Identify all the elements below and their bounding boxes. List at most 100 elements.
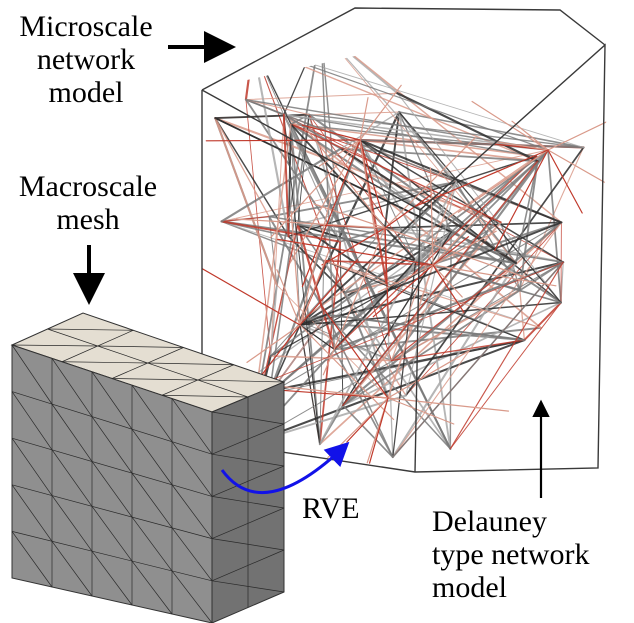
network-fiber <box>320 28 517 264</box>
network-fiber-red <box>384 227 526 278</box>
network-fiber-red <box>299 259 358 326</box>
network-fibers <box>202 28 608 470</box>
network-fiber <box>287 155 538 238</box>
mesh-front-diagonal <box>171 570 213 623</box>
mesh-top-diagonal <box>61 361 148 364</box>
network-fiber-red <box>432 264 465 313</box>
mesh-front-diagonal <box>51 403 93 462</box>
mesh-front-diagonal <box>91 371 133 430</box>
network-fiber <box>214 117 452 233</box>
delaunay-label-line-1: Delauney <box>432 505 547 538</box>
network-fiber-red <box>432 264 463 298</box>
network-fiber <box>299 221 563 326</box>
network-fiber <box>333 155 538 350</box>
network-fiber <box>340 111 400 150</box>
mesh-front-diagonal <box>51 541 93 597</box>
microscale-network-label: Microscale network model <box>6 10 166 109</box>
network-fiber <box>244 44 255 101</box>
network-fiber-red <box>321 227 386 266</box>
network-fiber-red <box>271 384 389 399</box>
network-fiber <box>283 114 341 243</box>
mesh-front-diagonal <box>51 449 93 507</box>
network-fiber <box>252 45 292 125</box>
network-fiber-red <box>352 397 389 470</box>
mesh-front-horizontal <box>11 484 213 539</box>
network-fiber-red <box>547 92 608 151</box>
network-fiber-red <box>301 124 361 141</box>
network-fiber <box>398 111 562 304</box>
mesh-side-diagonal <box>211 538 285 551</box>
network-fiber <box>318 240 342 446</box>
mesh-top-diagonal <box>111 378 198 381</box>
mesh-top-diagonal <box>161 394 249 398</box>
network-fiber <box>359 139 539 163</box>
network-fiber <box>387 264 434 399</box>
network-fiber <box>308 114 392 362</box>
network-fiber <box>326 313 526 342</box>
network-fiber <box>308 113 389 399</box>
network-fiber <box>296 223 517 264</box>
mesh-front-diagonal <box>11 344 53 405</box>
network-fiber-red <box>359 397 389 470</box>
network-fiber <box>342 160 539 407</box>
network-fiber <box>282 113 452 450</box>
network-fiber <box>519 289 525 341</box>
network-fiber-red <box>387 397 455 425</box>
network-fiber <box>449 261 564 450</box>
network-fiber-red <box>276 269 301 326</box>
network-fiber-red <box>432 236 470 266</box>
mesh-front-diagonal <box>11 391 53 451</box>
network-fiber <box>320 28 563 224</box>
network-fiber <box>283 28 322 116</box>
network-fiber <box>276 284 389 399</box>
network-fiber-red <box>269 139 361 239</box>
delaunay-network-label: Delauney type network model <box>432 505 632 604</box>
network-fiber <box>323 260 525 341</box>
network-fiber <box>523 301 562 341</box>
network-fiber-red <box>384 137 476 229</box>
macroscale-label-line-2: mesh <box>56 203 120 236</box>
mesh-side-diagonal <box>211 411 285 425</box>
network-fiber <box>319 260 325 445</box>
network-fiber <box>268 215 329 316</box>
network-fiber <box>214 117 270 218</box>
network-fiber <box>405 181 457 397</box>
mesh-top-diagonal <box>147 362 234 366</box>
network-fiber <box>290 123 457 183</box>
mesh-front-diagonal <box>131 516 173 572</box>
network-fiber-red <box>471 100 549 151</box>
network-cube <box>201 7 608 473</box>
network-fiber-red <box>289 139 361 264</box>
network-fiber <box>290 113 310 125</box>
network-fiber <box>391 261 517 459</box>
network-fiber <box>333 261 565 351</box>
network-fiber-red <box>387 350 469 399</box>
mesh-front-diagonal <box>131 560 173 615</box>
delaunay-label-line-2: type network <box>432 538 590 571</box>
network-fiber-red <box>457 149 549 213</box>
mesh-side-diagonal <box>211 453 285 467</box>
network-fiber <box>515 160 539 264</box>
network-fiber-red <box>277 238 434 266</box>
mesh-top-diagonal <box>97 345 184 348</box>
network-fiber-red <box>246 324 301 363</box>
network-fiber <box>342 404 394 458</box>
network-fiber <box>398 111 517 264</box>
network-fiber <box>339 147 517 265</box>
network-fiber <box>359 139 585 149</box>
network-fiber <box>214 117 278 287</box>
mesh-front-diagonal <box>51 495 93 552</box>
network-fiber-red <box>359 139 384 217</box>
macroscale-label-line-1: Macroscale <box>18 170 158 203</box>
rve-arrow <box>220 441 350 494</box>
network-fiber-red <box>432 230 497 266</box>
mesh-front-diagonal <box>11 531 53 588</box>
network-fiber-red <box>322 227 386 376</box>
network-fiber-red <box>384 227 390 337</box>
mesh-grid-lines <box>11 328 285 623</box>
network-fiber <box>218 261 564 402</box>
network-fiber <box>269 284 278 357</box>
network-fiber <box>268 221 562 395</box>
mesh-top-diagonal <box>197 379 285 383</box>
network-fiber <box>245 99 310 116</box>
